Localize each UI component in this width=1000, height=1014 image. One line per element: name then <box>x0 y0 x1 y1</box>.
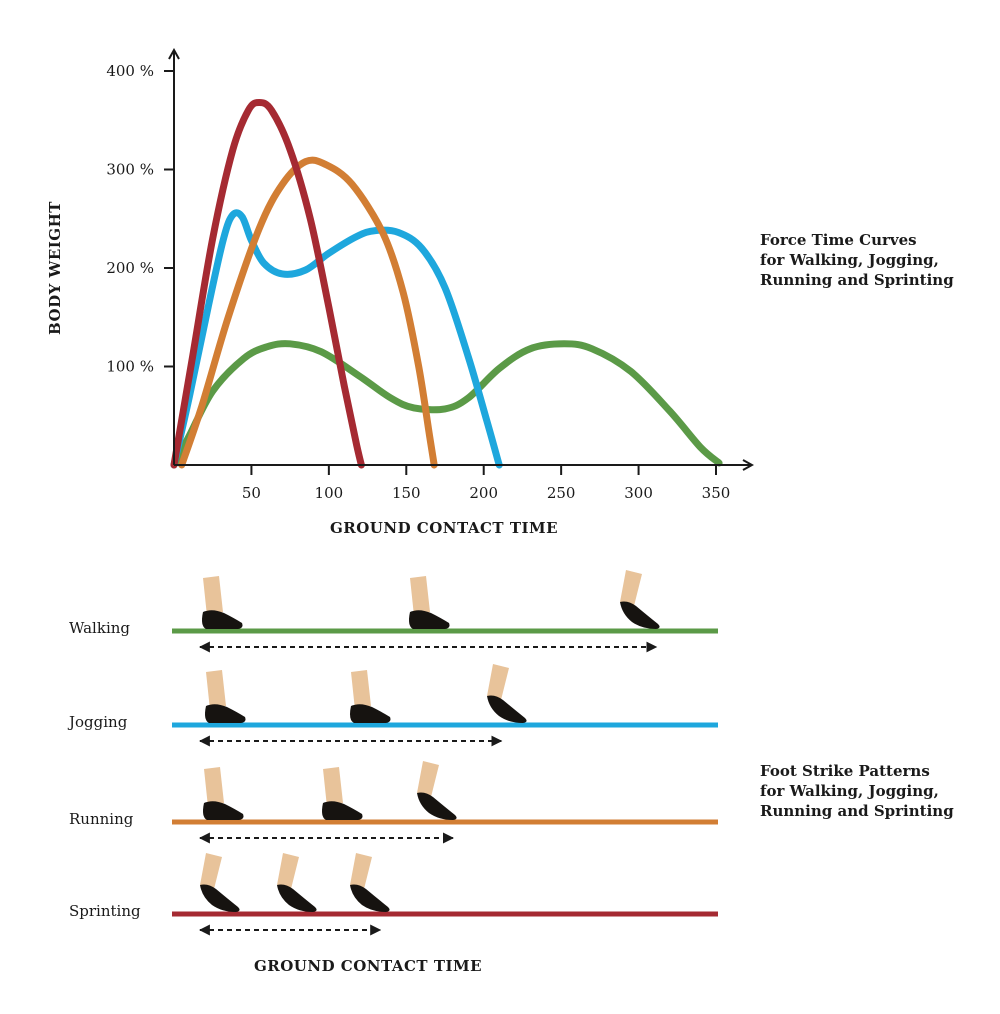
foot-icon <box>417 761 457 820</box>
x-tick-label: 300 <box>624 484 653 502</box>
strike-x-axis-title: GROUND CONTACT TIME <box>254 957 482 975</box>
foot-icon <box>409 576 450 629</box>
series-line-jogging <box>170 209 503 469</box>
foot-icon <box>205 670 246 723</box>
foot-icon <box>620 570 660 629</box>
x-tick-label: 100 <box>315 484 344 502</box>
x-tick-label: 150 <box>392 484 421 502</box>
y-tick-label: 300 % <box>106 161 154 179</box>
foot-icon <box>203 767 244 820</box>
chart-caption: Force Time Curves for Walking, Jogging, … <box>760 231 954 289</box>
strike-row-walking: Walking <box>69 570 718 653</box>
chart-caption-line-3: Running and Sprinting <box>760 271 954 289</box>
strike-caption-line-1: Foot Strike Patterns <box>760 762 930 780</box>
y-tick-label: 100 % <box>106 358 154 376</box>
x-tick-label: 350 <box>702 484 731 502</box>
strike-row-label: Running <box>69 810 134 828</box>
y-ticks: 100 % 200 % 300 % 400 % <box>106 62 174 376</box>
strike-row-label: Jogging <box>67 713 128 731</box>
foot-strike-patterns: Walking Jogging Running Sprinting <box>67 570 718 936</box>
x-ticks: 50 100 150 200 250 300 350 <box>242 465 730 502</box>
series-layer <box>170 99 723 469</box>
series-line-running <box>178 156 438 469</box>
strike-caption: Foot Strike Patterns for Walking, Joggin… <box>760 762 954 820</box>
y-axis-title: BODY WEIGHT <box>46 201 64 335</box>
foot-icon <box>200 853 240 912</box>
foot-icon <box>350 670 391 723</box>
x-tick-label: 250 <box>547 484 576 502</box>
foot-icon <box>322 767 363 820</box>
strike-row-label: Walking <box>69 619 130 637</box>
x-tick-label: 200 <box>469 484 498 502</box>
y-tick-label: 400 % <box>106 62 154 80</box>
foot-icon <box>487 664 527 723</box>
strike-row-running: Running <box>69 761 718 844</box>
strike-caption-line-2: for Walking, Jogging, <box>760 782 939 800</box>
foot-icon <box>277 853 317 912</box>
chart-caption-line-1: Force Time Curves <box>760 231 917 249</box>
y-tick-label: 200 % <box>106 259 154 277</box>
x-tick-label: 50 <box>242 484 261 502</box>
foot-icon <box>350 853 390 912</box>
strike-row-sprinting: Sprinting <box>69 853 718 936</box>
strike-caption-line-3: Running and Sprinting <box>760 802 954 820</box>
chart-caption-line-2: for Walking, Jogging, <box>760 251 939 269</box>
strike-row-jogging: Jogging <box>67 664 718 747</box>
series-line-walking <box>170 340 723 469</box>
strike-row-label: Sprinting <box>69 902 141 920</box>
force-time-chart: 100 % 200 % 300 % 400 % 50 100 150 200 250 300 35… <box>46 50 954 537</box>
x-axis-title: GROUND CONTACT TIME <box>330 519 558 537</box>
foot-icon <box>202 576 243 629</box>
series-line-sprinting <box>170 99 365 469</box>
